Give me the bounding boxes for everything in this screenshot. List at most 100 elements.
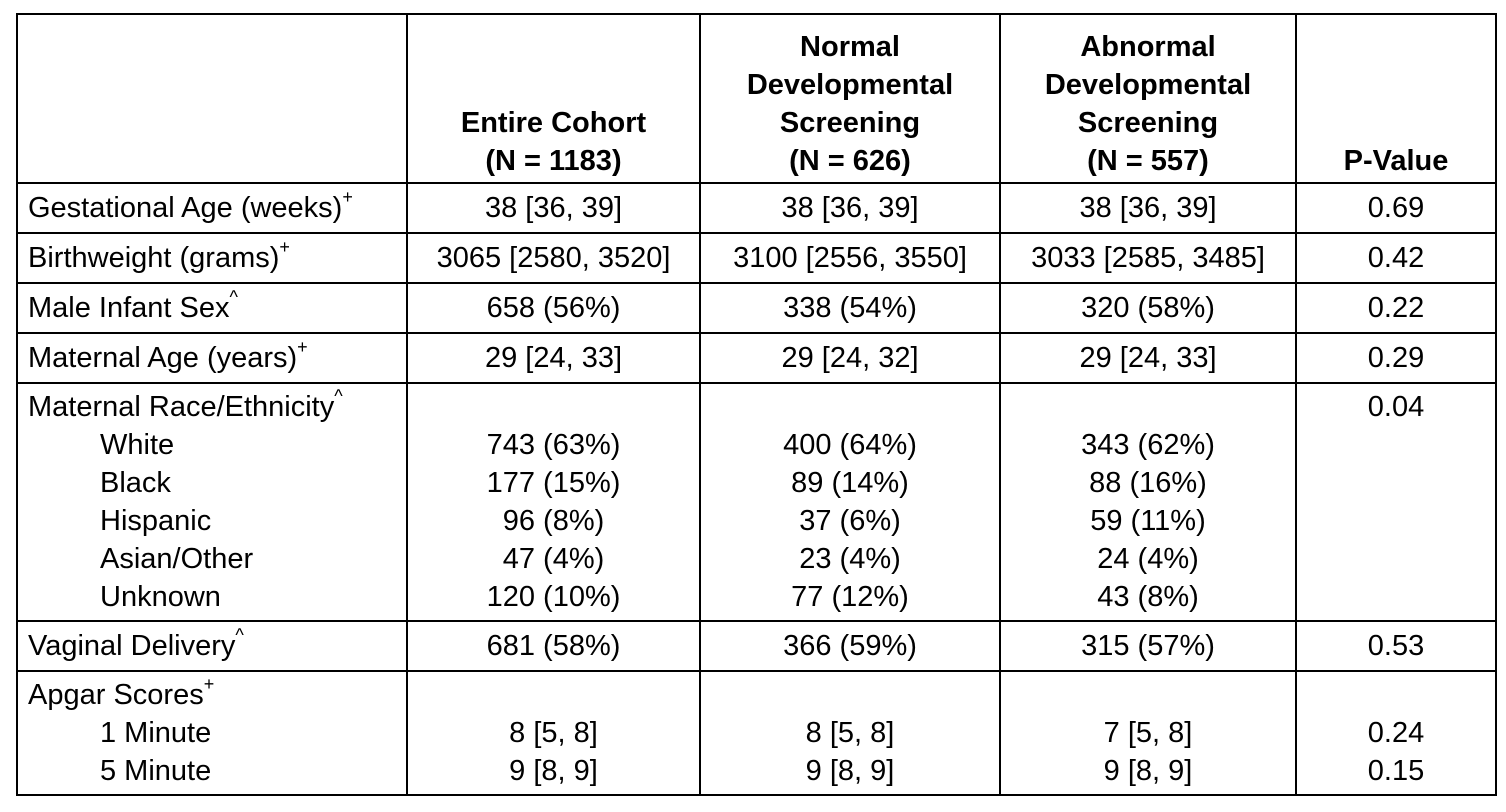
cell-abnormal: 343 (62%) 88 (16%) 59 (11%) 24 (4%) 43 (…	[999, 382, 1297, 622]
row-label-text: Birthweight (grams)	[28, 242, 280, 274]
sub-label: 5 Minute	[100, 755, 212, 787]
cell-p-value: 0.53	[1295, 620, 1497, 672]
cell-abnormal: 7 [5, 8] 9 [8, 9]	[999, 670, 1297, 796]
cell-value: 8 [5, 8]	[805, 717, 895, 749]
cell-value: 0.15	[1367, 755, 1425, 787]
cell-p-value: 0.42	[1295, 232, 1497, 284]
row-label: Maternal Race/Ethnicity^ White Black His…	[16, 382, 408, 622]
cell-value: 7 [5, 8]	[1103, 717, 1193, 749]
cell-normal: 338 (54%)	[699, 282, 1001, 334]
table-row-maternal-race: Maternal Race/Ethnicity^ White Black His…	[16, 382, 1497, 622]
header-p-value: P-Value	[1295, 13, 1497, 184]
table-row-apgar-scores: Apgar Scores+ 1 Minute 5 Minute 8 [5, 8]…	[16, 670, 1497, 796]
cell-value: 9 [8, 9]	[805, 755, 895, 787]
group-label: Maternal Race/Ethnicity^	[28, 386, 406, 426]
cell-value: 8 [5, 8]	[509, 717, 598, 749]
cell-entire: 658 (56%)	[406, 282, 701, 334]
cell-entire: 8 [5, 8] 9 [8, 9]	[406, 670, 701, 796]
header-abnormal-screening: Abnormal Developmental Screening (N = 55…	[999, 13, 1297, 184]
sub-label: Unknown	[100, 581, 221, 613]
cell-value: 47 (4%)	[502, 543, 605, 575]
cell-value: 96 (8%)	[502, 505, 605, 537]
cell-value: 343 (62%)	[1081, 429, 1215, 461]
cell-abnormal: 3033 [2585, 3485]	[999, 232, 1297, 284]
header-line: (N = 557)	[1087, 145, 1209, 177]
table-row-male-infant-sex: Male Infant Sex^ 658 (56%) 338 (54%) 320…	[16, 282, 1497, 334]
cell-entire: 3065 [2580, 3520]	[406, 232, 701, 284]
cell-normal: 400 (64%) 89 (14%) 37 (6%) 23 (4%) 77 (1…	[699, 382, 1001, 622]
header-line: Entire Cohort	[460, 107, 647, 139]
table-row-vaginal-delivery: Vaginal Delivery^ 681 (58%) 366 (59%) 31…	[16, 620, 1497, 672]
cell-p-value: 0.24 0.15	[1295, 670, 1497, 796]
header-line: (N = 1183)	[485, 145, 622, 177]
row-label: Vaginal Delivery^	[16, 620, 408, 672]
sub-label: Black	[100, 467, 171, 499]
sub-label: 1 Minute	[100, 717, 212, 749]
header-line: Screening	[779, 107, 921, 139]
header-row: Entire Cohort (N = 1183) Normal Developm…	[16, 13, 1497, 184]
cell-value: 0.24	[1367, 717, 1425, 749]
cell-p-value: 0.04	[1295, 382, 1497, 622]
footnote-mark: +	[297, 337, 308, 358]
footnote-mark: ^	[229, 287, 238, 308]
header-line: P-Value	[1343, 145, 1449, 177]
row-label-text: Gestational Age (weeks)	[28, 192, 343, 224]
row-label-text: Maternal Age (years)	[28, 342, 298, 374]
footnote-mark: +	[342, 187, 353, 208]
footnote-mark: ^	[334, 386, 343, 407]
cell-value: 77 (12%)	[791, 581, 909, 613]
header-line: Developmental	[1044, 69, 1252, 101]
cell-value: 743 (63%)	[486, 429, 621, 461]
header-line: Normal	[800, 31, 900, 63]
table-row-birthweight: Birthweight (grams)+ 3065 [2580, 3520] 3…	[16, 232, 1497, 284]
cell-p-value: 0.22	[1295, 282, 1497, 334]
cell-value: 9 [8, 9]	[1103, 755, 1193, 787]
header-line: (N = 626)	[789, 145, 911, 177]
cell-value: 400 (64%)	[783, 429, 917, 461]
cohort-characteristics-table: Entire Cohort (N = 1183) Normal Developm…	[16, 13, 1497, 796]
cell-normal: 3100 [2556, 3550]	[699, 232, 1001, 284]
header-blank	[16, 13, 408, 184]
cell-entire: 38 [36, 39]	[406, 182, 701, 234]
sub-label: Hispanic	[100, 505, 212, 537]
cell-normal: 8 [5, 8] 9 [8, 9]	[699, 670, 1001, 796]
cell-p-value: 0.29	[1295, 332, 1497, 384]
cell-abnormal: 29 [24, 33]	[999, 332, 1297, 384]
row-label: Apgar Scores+ 1 Minute 5 Minute	[16, 670, 408, 796]
sub-label: White	[100, 429, 175, 461]
cell-abnormal: 320 (58%)	[999, 282, 1297, 334]
cell-value: 43 (8%)	[1097, 581, 1199, 613]
sub-label: Asian/Other	[100, 543, 254, 575]
cell-entire: 743 (63%) 177 (15%) 96 (8%) 47 (4%) 120 …	[406, 382, 701, 622]
row-label-text: Vaginal Delivery	[28, 630, 236, 662]
header-line: Screening	[1077, 107, 1219, 139]
row-label-text: Male Infant Sex	[28, 292, 230, 324]
cell-value: 59 (11%)	[1090, 505, 1206, 537]
row-label: Gestational Age (weeks)+	[16, 182, 408, 234]
cell-abnormal: 315 (57%)	[999, 620, 1297, 672]
cell-value: 9 [8, 9]	[509, 755, 598, 787]
group-label: Apgar Scores+	[28, 674, 406, 714]
cell-value: 177 (15%)	[486, 467, 621, 499]
footnote-mark: +	[203, 674, 215, 695]
cell-value: 24 (4%)	[1097, 543, 1199, 575]
header-line: Developmental	[746, 69, 954, 101]
cell-p-value: 0.69	[1295, 182, 1497, 234]
group-label-text: Maternal Race/Ethnicity	[28, 391, 335, 423]
cell-normal: 29 [24, 32]	[699, 332, 1001, 384]
cell-entire: 681 (58%)	[406, 620, 701, 672]
row-label: Maternal Age (years)+	[16, 332, 408, 384]
footnote-mark: +	[279, 237, 290, 258]
cell-normal: 366 (59%)	[699, 620, 1001, 672]
cell-value: 37 (6%)	[799, 505, 901, 537]
row-label: Birthweight (grams)+	[16, 232, 408, 284]
cell-abnormal: 38 [36, 39]	[999, 182, 1297, 234]
footnote-mark: ^	[235, 625, 244, 646]
cell-value: 120 (10%)	[486, 581, 621, 613]
cell-normal: 38 [36, 39]	[699, 182, 1001, 234]
row-label: Male Infant Sex^	[16, 282, 408, 334]
group-label-text: Apgar Scores	[28, 679, 204, 711]
cell-value: 23 (4%)	[799, 543, 901, 575]
table-row-gestational-age: Gestational Age (weeks)+ 38 [36, 39] 38 …	[16, 182, 1497, 234]
table-row-maternal-age: Maternal Age (years)+ 29 [24, 33] 29 [24…	[16, 332, 1497, 384]
